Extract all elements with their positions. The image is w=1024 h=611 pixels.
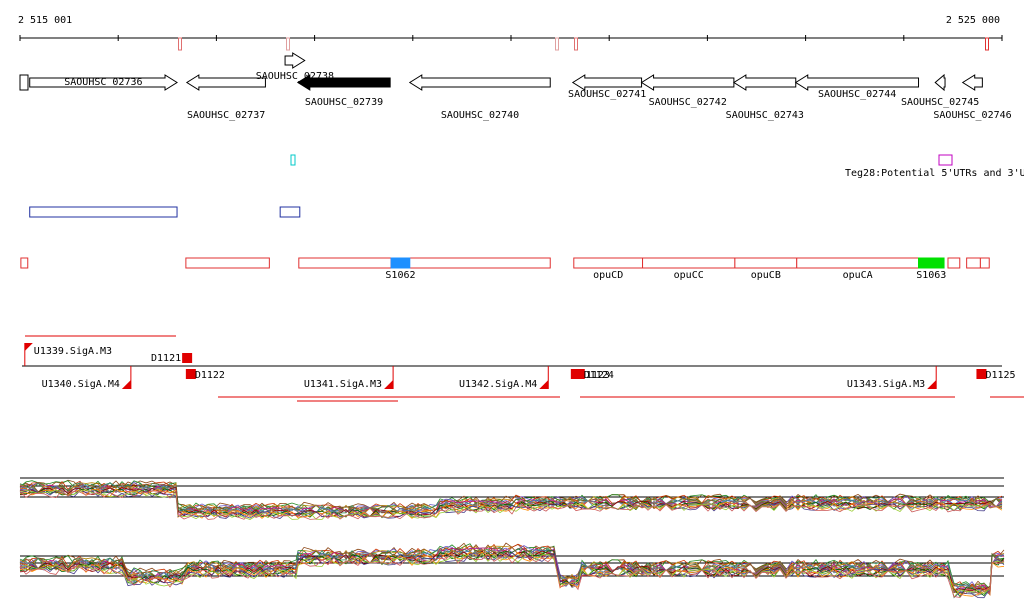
operon-segment: [20, 257, 29, 269]
gene-label: SAOUHSC_02740: [441, 110, 519, 121]
ruler-marker: [286, 37, 290, 51]
gene-arrow: [408, 74, 551, 91]
coordinate-ruler: 2 515 001 2 525 000: [18, 15, 1003, 51]
tu-label: U1340.SigA.M4: [42, 379, 120, 390]
operon-label: opuCC: [674, 270, 704, 281]
terminator-mark: [574, 369, 585, 379]
gene-arrow: [732, 74, 797, 91]
gene-fragment: [19, 74, 29, 91]
terminator-mark: [185, 369, 196, 379]
expression-trace: [19, 487, 1003, 519]
cyan-feature-mark: [290, 154, 296, 166]
operon-label: opuCB: [751, 270, 781, 281]
gene-label: SAOUHSC_02741: [568, 89, 646, 100]
blue-box-track: [29, 206, 301, 218]
expression-trace: [19, 543, 1005, 591]
gene-arrow: [284, 52, 306, 69]
operon-mark-label: S1063: [916, 270, 946, 281]
operon-segment: [298, 257, 392, 269]
gene-label: SAOUHSC_02736: [64, 77, 142, 88]
gene-arrow: [29, 74, 178, 91]
operon-segment: [979, 257, 990, 269]
operon-segment: [642, 257, 736, 269]
gene-label: SAOUHSC_02738: [256, 71, 334, 82]
gene-arrow: [961, 74, 983, 91]
annotation-box: [29, 206, 178, 218]
terminator-mark: [976, 369, 987, 379]
operon-segment: [573, 257, 644, 269]
operon-label: opuCD: [593, 270, 623, 281]
ruler-ticks: [19, 35, 1003, 51]
gene-arrow: [934, 73, 946, 92]
gene-track: SAOUHSC_02736 SAOUHSC_02737 SAOUHSC_02738 S…: [19, 52, 1012, 121]
expression-track-2: [19, 542, 1005, 599]
expression-trace: [19, 488, 1003, 519]
ruler-start-label: 2 515 001: [18, 15, 72, 26]
expression-trace: [19, 552, 1005, 598]
gene-label: SAOUHSC_02737: [187, 110, 265, 121]
expression-trace: [19, 479, 1003, 511]
gene-label: SAOUHSC_02744: [818, 89, 896, 100]
expression-trace: [19, 489, 1003, 520]
transcription-unit-track: U1339.SigA.M3 U1340.SigA.M4 U1341.SigA.M3 U…: [22, 335, 1024, 402]
terminator-label: D1123: [580, 370, 610, 381]
tu-label: U1342.SigA.M4: [459, 379, 537, 390]
gene-label: SAOUHSC_02745: [901, 97, 979, 108]
ruler-end-label: 2 525 000: [946, 15, 1000, 26]
ruler-marker: [178, 37, 182, 51]
operon-segment: [966, 257, 981, 269]
annotation-box: [279, 206, 301, 218]
expression-trace: [19, 490, 1003, 520]
operon-segment: [796, 257, 920, 269]
tu-label: U1343.SigA.M3: [847, 379, 925, 390]
operon-mark: [918, 257, 945, 269]
ruler-marker: [985, 37, 989, 51]
operon-label: opuCA: [843, 270, 873, 281]
gene-arrow: [794, 74, 920, 91]
tu-promoter-flag: [539, 380, 549, 389]
gene-label: SAOUHSC_02742: [649, 97, 727, 108]
tu-label: U1339.SigA.M3: [34, 346, 112, 357]
gene-label: SAOUHSC_02743: [726, 110, 804, 121]
gene-arrow: [640, 74, 735, 91]
teg-track: Teg28:Potential 5'UTRs and 3'UTRs: [290, 154, 1024, 179]
operon-mark-label: S1062: [385, 270, 415, 281]
operon-segment: [185, 257, 270, 269]
expression-trace: [19, 483, 1003, 515]
tu-promoter-flag: [927, 380, 937, 389]
gene-label: SAOUHSC_02739: [305, 97, 383, 108]
tu-label: U1341.SigA.M3: [304, 379, 382, 390]
tu-promoter-flag: [384, 380, 394, 389]
magenta-feature-mark: [938, 154, 953, 166]
gene-arrow: [185, 74, 266, 91]
operon-segment: [734, 257, 798, 269]
operon-mark: [390, 257, 411, 269]
expression-trace: [19, 552, 1005, 599]
terminator-mark: [182, 353, 193, 363]
terminator-label: D1121: [151, 353, 181, 364]
teg-label: Teg28:Potential 5'UTRs and 3'UTRs: [845, 168, 1024, 179]
expression-track-1: [19, 477, 1004, 520]
terminator-label: D1122: [195, 370, 225, 381]
ruler-marker: [574, 37, 578, 51]
operon-track: opuCD opuCC opuCB opuCA S1062 S1063: [20, 257, 990, 281]
gene-arrow: [296, 74, 391, 91]
terminator-label: D1124: [584, 370, 614, 381]
operon-segment: [390, 257, 551, 269]
operon-segment: [947, 257, 961, 269]
expression-trace: [19, 484, 1003, 515]
expression-trace: [19, 552, 1005, 598]
expression-trace: [19, 480, 1003, 512]
terminator-label: D1125: [985, 370, 1015, 381]
gene-label: SAOUHSC_02746: [933, 110, 1011, 121]
tu-promoter-flag: [24, 343, 33, 351]
ruler-marker: [555, 37, 559, 51]
tu-promoter-flag: [121, 380, 131, 389]
gene-arrow: [571, 74, 643, 91]
